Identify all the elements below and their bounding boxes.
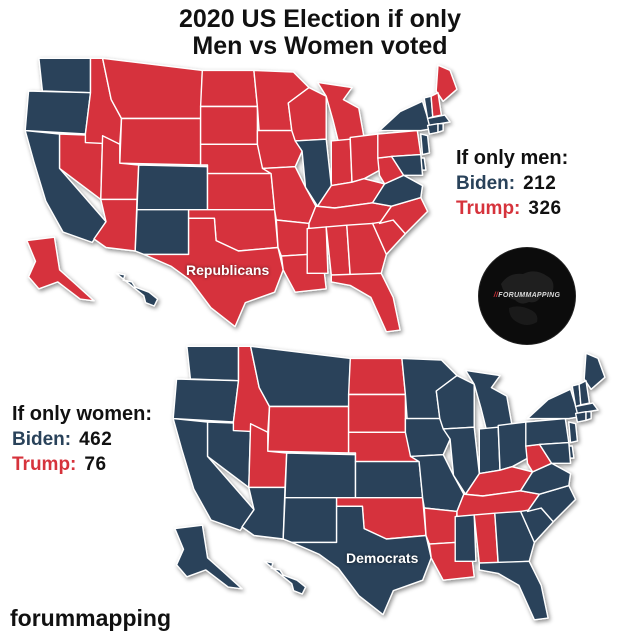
state-pa: [525, 417, 570, 447]
state-al: [473, 512, 499, 566]
women-map-label: Democrats: [346, 550, 419, 566]
logo-wordmark: //FORUMMAPPING: [493, 292, 561, 299]
state-sd: [199, 105, 259, 146]
state-ar: [423, 507, 458, 545]
state-co: [136, 164, 209, 211]
state-mt: [101, 57, 204, 120]
state-sd: [347, 393, 407, 434]
state-md: [390, 153, 424, 177]
state-oh: [497, 421, 532, 471]
state-ma: [574, 402, 599, 415]
state-nj: [420, 133, 431, 156]
state-or: [172, 378, 240, 423]
men-map-label: Republicans: [186, 262, 270, 278]
men-heading: If only men:: [456, 147, 569, 169]
state-ak: [26, 236, 95, 302]
forummapping-logo: //FORUMMAPPING: [479, 248, 575, 344]
men-trump-label: Trump:: [456, 198, 521, 219]
state-wa: [186, 345, 240, 382]
women-vote-map: [168, 336, 615, 628]
state-ms: [306, 226, 329, 275]
state-ak: [174, 524, 243, 590]
state-wa: [38, 57, 92, 94]
men-biden-label: Biden:: [456, 173, 516, 194]
state-wy: [267, 405, 350, 454]
state-co: [284, 452, 357, 499]
state-ny: [526, 388, 580, 420]
state-tx: [143, 217, 284, 328]
state-or: [24, 90, 92, 135]
state-ga: [494, 510, 536, 564]
state-wy: [119, 117, 202, 166]
men-trump-ev: 326: [528, 198, 562, 219]
state-ct: [574, 410, 587, 423]
state-nj: [568, 421, 579, 444]
page-title: 2020 US Election if only Men vs Women vo…: [0, 6, 640, 60]
state-ks: [206, 172, 276, 211]
state-ks: [354, 460, 424, 499]
women-biden-label: Biden:: [12, 429, 72, 450]
women-map-svg: [172, 345, 606, 621]
state-in: [330, 138, 353, 187]
state-al: [325, 224, 351, 278]
women-trump-label: Trump:: [12, 454, 77, 475]
women-heading: If only women:: [12, 403, 152, 425]
state-fl: [478, 560, 549, 621]
world-map-logo-icon: [501, 271, 554, 325]
footer-credit: forummapping: [10, 605, 171, 631]
men-map-svg: [24, 57, 458, 333]
state-ny: [378, 100, 432, 132]
men-results: If only men: Biden: 212 Trump: 326: [456, 146, 568, 221]
state-hi: [115, 272, 159, 307]
state-nm: [282, 496, 338, 544]
state-nd: [199, 69, 259, 108]
men-vote-map: [20, 48, 467, 340]
men-biden-ev: 212: [523, 173, 557, 194]
state-ri: [585, 410, 592, 422]
state-ma: [426, 114, 451, 127]
state-me: [435, 64, 458, 102]
women-biden-ev: 462: [79, 429, 113, 450]
state-fl: [330, 272, 401, 333]
state-ms: [454, 514, 477, 563]
state-md: [538, 441, 572, 465]
state-mt: [249, 345, 352, 408]
title-line-2: Men vs Women voted: [192, 32, 448, 60]
state-ar: [275, 219, 310, 257]
state-oh: [349, 133, 384, 183]
women-trump-ev: 76: [84, 454, 107, 475]
state-ga: [346, 222, 388, 276]
state-ct: [426, 122, 439, 135]
state-nd: [347, 357, 407, 396]
state-me: [583, 352, 606, 390]
state-in: [478, 426, 501, 475]
state-pa: [377, 129, 422, 159]
state-ri: [437, 122, 444, 134]
state-nm: [134, 208, 190, 256]
women-results: If only women: Biden: 462 Trump: 76: [12, 402, 152, 477]
state-tx: [291, 505, 432, 616]
state-hi: [263, 560, 307, 595]
title-line-1: 2020 US Election if only: [178, 5, 462, 33]
